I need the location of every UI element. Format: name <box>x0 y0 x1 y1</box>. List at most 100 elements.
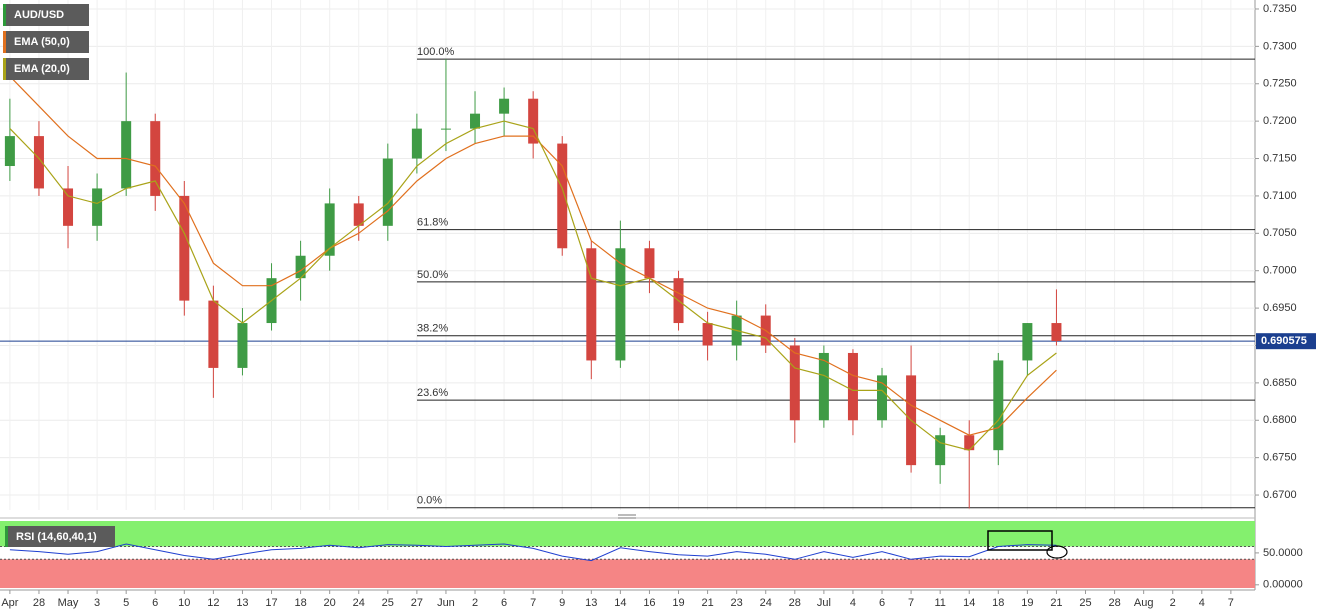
candle-body <box>92 188 103 226</box>
x-tick-label: 13 <box>236 597 248 609</box>
legend-label: EMA (50,0) <box>14 36 70 48</box>
x-tick-label: 20 <box>324 597 336 609</box>
candle-body <box>1051 323 1062 341</box>
candle-body <box>644 248 655 279</box>
ema-line <box>9 75 1057 436</box>
x-tick-label: 18 <box>992 597 1004 609</box>
x-tick-label: Jul <box>817 597 831 609</box>
x-tick-label: 28 <box>33 597 45 609</box>
candle-body <box>4 136 15 167</box>
x-tick-label: Apr <box>1 597 18 609</box>
y-tick-label: 0.7000 <box>1263 265 1297 277</box>
candle-body <box>295 255 306 279</box>
x-tick-label: 5 <box>123 597 129 609</box>
rsi-marker <box>1046 545 1068 559</box>
x-tick-label: 7 <box>1228 597 1234 609</box>
candle-body <box>499 98 510 114</box>
candle-body <box>33 136 44 189</box>
fib-label: 61.8% <box>417 216 448 228</box>
x-tick-label: 6 <box>152 597 158 609</box>
legend-box[interactable] <box>3 31 89 53</box>
last-price-box <box>1256 333 1316 350</box>
legend-swatch <box>3 31 6 53</box>
candle-body <box>382 158 393 226</box>
candle-body <box>557 143 568 249</box>
candle-body <box>411 128 422 159</box>
fib-label: 50.0% <box>417 269 448 281</box>
x-tick-label: 23 <box>731 597 743 609</box>
x-tick-label: 24 <box>353 597 365 609</box>
x-tick-label: May <box>58 597 79 609</box>
y-tick-label: 0.7350 <box>1263 3 1297 15</box>
x-tick-label: 21 <box>701 597 713 609</box>
x-tick-label: 2 <box>472 597 478 609</box>
candle-body <box>63 188 74 226</box>
candle-body <box>353 203 364 226</box>
legend-box[interactable] <box>3 58 89 80</box>
ema-line <box>9 120 1057 451</box>
fib-label: 0.0% <box>417 495 442 507</box>
rsi-lower-zone <box>0 559 1255 588</box>
x-tick-label: Aug <box>1134 597 1154 609</box>
x-tick-label: 7 <box>908 597 914 609</box>
y-tick-label: 0.6750 <box>1263 452 1297 464</box>
candle-body <box>208 300 219 368</box>
candle-body <box>935 435 946 466</box>
candle-body <box>1022 323 1033 361</box>
rsi-line <box>9 543 1057 562</box>
rsi-y-tick-label: 0.00000 <box>1263 579 1303 591</box>
x-tick-label: 11 <box>934 597 945 609</box>
x-tick-label: 7 <box>530 597 536 609</box>
legend-swatch <box>3 4 6 26</box>
rsi-legend-swatch <box>5 526 8 547</box>
rsi-legend-box[interactable] <box>5 526 115 547</box>
candle-body <box>237 323 248 368</box>
candle-body <box>440 128 451 130</box>
x-tick-label: 6 <box>879 597 885 609</box>
y-tick-label: 0.6850 <box>1263 377 1297 389</box>
fib-label: 23.6% <box>417 387 448 399</box>
y-tick-label: 0.7200 <box>1263 115 1297 127</box>
y-tick-label: 0.6950 <box>1263 302 1297 314</box>
y-tick-label: 0.6700 <box>1263 489 1297 501</box>
x-tick-label: 4 <box>1199 597 1205 609</box>
y-tick-label: 0.7100 <box>1263 190 1297 202</box>
candle-body <box>470 113 481 129</box>
fib-label: 100.0% <box>417 46 455 58</box>
rsi-legend-label: RSI (14,60,40,1) <box>16 531 97 543</box>
y-tick-label: 0.7150 <box>1263 152 1297 164</box>
legend-swatch <box>3 58 6 80</box>
x-tick-label: 14 <box>963 597 975 609</box>
x-tick-label: 21 <box>1050 597 1062 609</box>
candle-body <box>847 352 858 421</box>
x-tick-label: 12 <box>207 597 219 609</box>
x-tick-label: 9 <box>559 597 565 609</box>
candle-body <box>150 121 161 196</box>
rsi-upper-zone <box>0 521 1255 547</box>
candle-body <box>964 435 975 451</box>
x-tick-label: 25 <box>382 597 394 609</box>
x-tick-label: 16 <box>643 597 655 609</box>
x-tick-label: 17 <box>265 597 277 609</box>
candle-body <box>702 323 713 346</box>
candle-body <box>818 352 829 421</box>
candle-body <box>789 345 800 421</box>
x-tick-label: 3 <box>94 597 100 609</box>
candle-body <box>586 248 597 361</box>
candle-body <box>615 248 626 361</box>
candle-body <box>877 375 888 421</box>
y-tick-label: 0.7050 <box>1263 227 1297 239</box>
x-tick-label: 19 <box>672 597 684 609</box>
y-tick-label: 0.7300 <box>1263 40 1297 52</box>
x-tick-label: 28 <box>789 597 801 609</box>
x-tick-label: 13 <box>585 597 597 609</box>
legend-label: EMA (20,0) <box>14 63 70 75</box>
x-tick-label: 10 <box>178 597 190 609</box>
rsi-y-tick-label: 50.0000 <box>1263 547 1303 559</box>
candle-body <box>121 121 132 189</box>
y-tick-label: 0.6800 <box>1263 414 1297 426</box>
candle-body <box>324 203 335 256</box>
x-tick-label: 28 <box>1108 597 1120 609</box>
legend-box[interactable] <box>3 4 89 26</box>
